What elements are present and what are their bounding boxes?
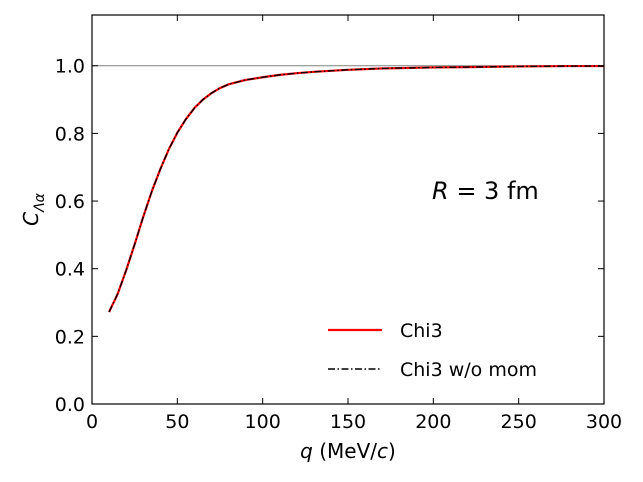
y-axis-label: CΛα bbox=[19, 192, 48, 226]
y-tick-label: 1.0 bbox=[55, 56, 85, 78]
x-axis-label-text: (MeV/ bbox=[313, 439, 377, 463]
legend-label-chi3-wo-mom: Chi3 w/o mom bbox=[400, 359, 537, 381]
y-tick-label: 0.8 bbox=[55, 123, 85, 145]
x-tick-label: 250 bbox=[501, 411, 537, 433]
y-tick-label: 0.0 bbox=[55, 394, 85, 416]
x-tick-label: 150 bbox=[330, 411, 366, 433]
x-tick-label: 300 bbox=[586, 411, 622, 433]
series-chi3-wo-mom bbox=[108, 65, 604, 313]
y-axis-label-symbol: C bbox=[19, 212, 43, 226]
legend: Chi3 Chi3 w/o mom bbox=[328, 320, 537, 381]
y-axis-label-subscript: Λα bbox=[32, 192, 48, 213]
y-tick-label: 0.2 bbox=[55, 326, 85, 348]
axis-labels: q (MeV/c) CΛα bbox=[19, 192, 396, 463]
x-tick-label: 50 bbox=[165, 411, 189, 433]
legend-label-chi3: Chi3 bbox=[400, 320, 443, 342]
annotation-text: R = 3 fm bbox=[432, 177, 539, 205]
axis-ticks: 0 50 100 150 200 250 300 0.0 0.2 0.4 0.6 0.8 1.0 bbox=[55, 15, 622, 433]
annotation: R = 3 fm bbox=[432, 177, 539, 205]
annotation-lhs: R bbox=[432, 177, 449, 205]
x-axis-label-unit-symbol: c bbox=[377, 439, 388, 463]
x-tick-label: 200 bbox=[415, 411, 451, 433]
y-tick-label: 0.4 bbox=[55, 259, 85, 281]
x-axis-label: q (MeV/c) bbox=[300, 439, 396, 463]
annotation-rhs: = 3 fm bbox=[449, 177, 539, 205]
plot-area bbox=[91, 14, 605, 405]
x-tick-label: 0 bbox=[86, 411, 98, 433]
x-tick-label: 100 bbox=[245, 411, 281, 433]
x-axis-label-symbol: q bbox=[300, 439, 313, 463]
x-axis-label-close: ) bbox=[388, 439, 396, 463]
y-tick-label: 0.6 bbox=[55, 191, 85, 213]
